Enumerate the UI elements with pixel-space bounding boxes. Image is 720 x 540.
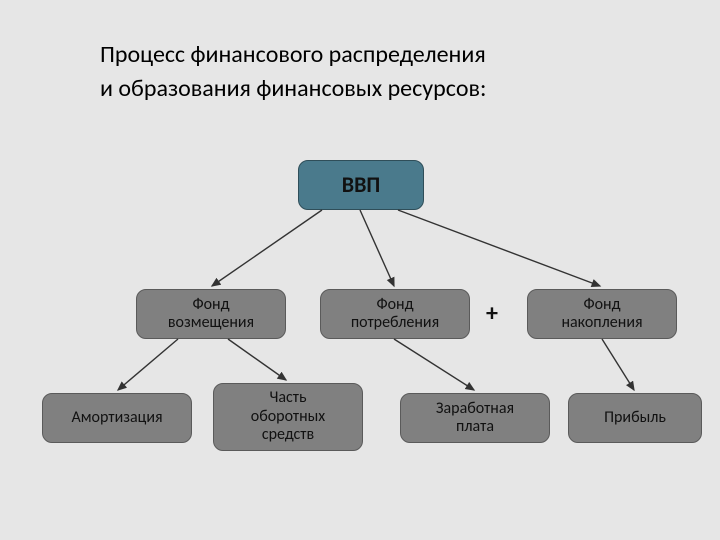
node-profit: Прибыль bbox=[568, 393, 702, 443]
title-line-1: Процесс финансового распределения bbox=[100, 40, 486, 69]
plus-sign: + bbox=[486, 299, 498, 328]
node-fund-compensation: Фондвозмещения bbox=[136, 289, 286, 339]
title-line-2: и образования финансовых ресурсов: bbox=[100, 74, 486, 103]
node-working-capital: Частьоборотныхсредств bbox=[213, 383, 363, 451]
node-fund-accumulation: Фонднакопления bbox=[527, 289, 677, 339]
node-amortization: Амортизация bbox=[42, 393, 192, 443]
node-root: ВВП bbox=[298, 160, 424, 210]
node-fund-consumption: Фондпотребления bbox=[320, 289, 470, 339]
node-wages: Заработнаяплата bbox=[400, 393, 550, 443]
